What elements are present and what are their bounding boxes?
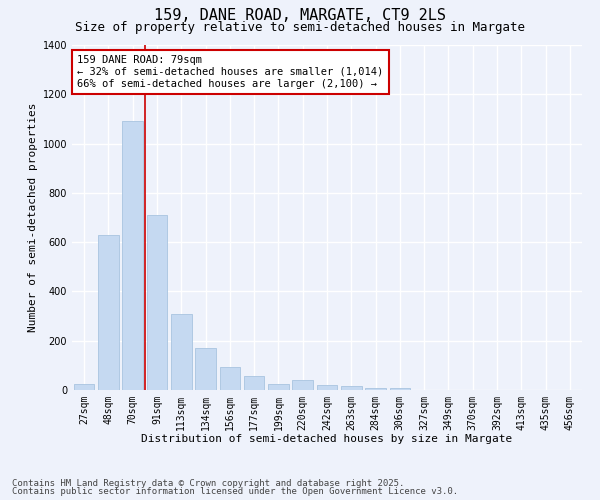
Bar bbox=[195, 348, 216, 390]
Y-axis label: Number of semi-detached properties: Number of semi-detached properties bbox=[28, 103, 38, 332]
Bar bbox=[244, 376, 265, 390]
Text: Size of property relative to semi-detached houses in Margate: Size of property relative to semi-detach… bbox=[75, 22, 525, 35]
Bar bbox=[341, 386, 362, 390]
Bar bbox=[389, 388, 410, 390]
Text: Contains public sector information licensed under the Open Government Licence v3: Contains public sector information licen… bbox=[12, 487, 458, 496]
Bar bbox=[171, 314, 191, 390]
Text: Contains HM Land Registry data © Crown copyright and database right 2025.: Contains HM Land Registry data © Crown c… bbox=[12, 478, 404, 488]
Text: 159, DANE ROAD, MARGATE, CT9 2LS: 159, DANE ROAD, MARGATE, CT9 2LS bbox=[154, 8, 446, 22]
X-axis label: Distribution of semi-detached houses by size in Margate: Distribution of semi-detached houses by … bbox=[142, 434, 512, 444]
Bar bbox=[365, 388, 386, 390]
Bar bbox=[292, 380, 313, 390]
Bar bbox=[146, 215, 167, 390]
Bar bbox=[74, 384, 94, 390]
Text: 159 DANE ROAD: 79sqm
← 32% of semi-detached houses are smaller (1,014)
66% of se: 159 DANE ROAD: 79sqm ← 32% of semi-detac… bbox=[77, 56, 383, 88]
Bar bbox=[98, 235, 119, 390]
Bar bbox=[220, 366, 240, 390]
Bar bbox=[268, 384, 289, 390]
Bar bbox=[317, 385, 337, 390]
Bar bbox=[122, 122, 143, 390]
